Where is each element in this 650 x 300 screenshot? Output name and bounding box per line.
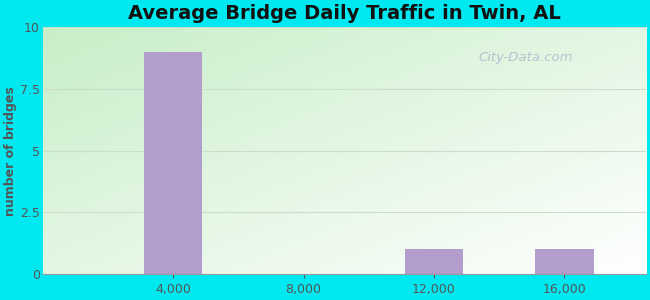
Text: City-Data.com: City-Data.com — [478, 51, 573, 64]
Bar — [535, 249, 593, 274]
Title: Average Bridge Daily Traffic in Twin, AL: Average Bridge Daily Traffic in Twin, AL — [128, 4, 561, 23]
Y-axis label: number of bridges: number of bridges — [4, 86, 17, 215]
Bar — [144, 52, 202, 274]
Bar — [404, 249, 463, 274]
